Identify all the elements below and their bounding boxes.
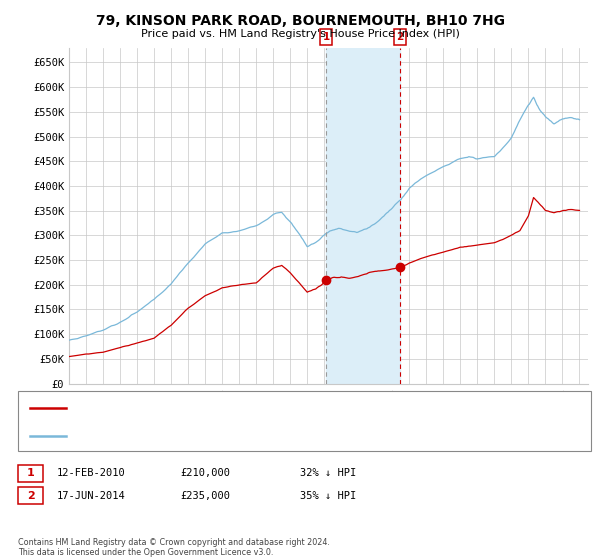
Text: 1: 1 — [322, 32, 330, 42]
Text: Price paid vs. HM Land Registry's House Price Index (HPI): Price paid vs. HM Land Registry's House … — [140, 29, 460, 39]
Text: 1: 1 — [27, 468, 34, 478]
Text: HPI: Average price, detached house, Bournemouth Christchurch and Poole: HPI: Average price, detached house, Bour… — [72, 431, 436, 441]
Text: 79, KINSON PARK ROAD, BOURNEMOUTH, BH10 7HG: 79, KINSON PARK ROAD, BOURNEMOUTH, BH10 … — [95, 14, 505, 28]
Text: 12-FEB-2010: 12-FEB-2010 — [57, 468, 126, 478]
Text: 2: 2 — [397, 32, 404, 42]
Bar — [326, 48, 400, 384]
Text: 2: 2 — [27, 491, 34, 501]
Text: 32% ↓ HPI: 32% ↓ HPI — [300, 468, 356, 478]
Text: 79, KINSON PARK ROAD, BOURNEMOUTH, BH10 7HG (detached house): 79, KINSON PARK ROAD, BOURNEMOUTH, BH10 … — [72, 403, 419, 413]
Text: £210,000: £210,000 — [180, 468, 230, 478]
Text: 35% ↓ HPI: 35% ↓ HPI — [300, 491, 356, 501]
Text: £235,000: £235,000 — [180, 491, 230, 501]
Text: Contains HM Land Registry data © Crown copyright and database right 2024.
This d: Contains HM Land Registry data © Crown c… — [18, 538, 330, 557]
Text: 17-JUN-2014: 17-JUN-2014 — [57, 491, 126, 501]
